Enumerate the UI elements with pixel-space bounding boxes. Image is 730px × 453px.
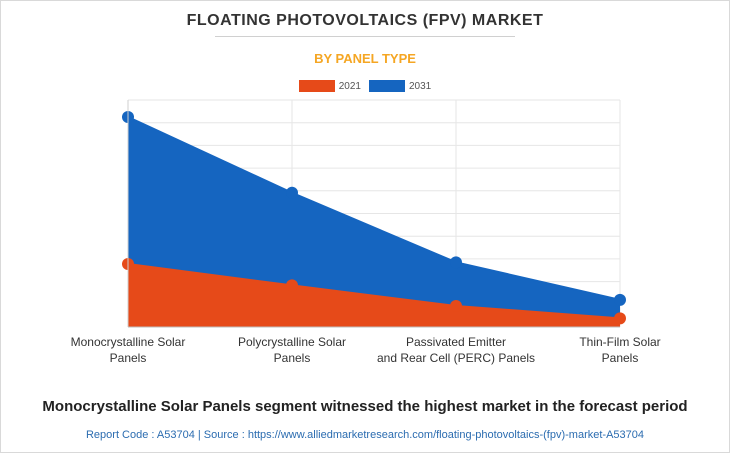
line-series-2031 — [127, 116, 621, 301]
data-point-2031-2 — [450, 256, 462, 269]
x-tick-label-line: Panels — [274, 351, 311, 365]
x-tick-label-line: Passivated Emitter — [406, 335, 506, 349]
line-series-2021 — [127, 263, 621, 320]
legend-swatch-2031 — [369, 80, 405, 92]
area-series-2021 — [128, 264, 620, 327]
area-series-2031 — [128, 117, 620, 327]
legend-label-2021: 2021 — [338, 80, 361, 92]
legend-item-2021[interactable]: 2021 — [298, 80, 361, 92]
chart-caption: Monocrystalline Solar Panels segment wit… — [42, 398, 688, 415]
report-source: Report Code : A53704 | Source : https://… — [85, 429, 644, 441]
data-point-2021-1 — [286, 279, 298, 292]
x-tick-label-line: Polycrystalline Solar — [238, 335, 346, 349]
chart-subtitle: BY PANEL TYPE — [314, 51, 416, 66]
data-point-2031-1 — [286, 186, 298, 199]
data-point-2021-3 — [614, 312, 626, 325]
legend-label-2031: 2031 — [409, 80, 432, 92]
chart-title: FLOATING PHOTOVOLTAICS (FPV) MARKET — [186, 12, 544, 29]
legend: 2021 2031 — [0, 80, 730, 92]
x-tick-label-line: Panels — [602, 351, 639, 365]
x-tick-label-line: Panels — [110, 351, 147, 365]
data-point-2031-3 — [614, 293, 626, 306]
title-divider — [215, 36, 515, 37]
legend-item-2031[interactable]: 2031 — [369, 80, 431, 92]
x-tick-label-1: Polycrystalline Solar Panels — [238, 335, 346, 365]
x-tick-label-3: Thin-Film Solar Panels — [579, 335, 660, 365]
x-tick-label-2: Passivated Emitter and Rear Cell (PERC) P… — [377, 335, 535, 365]
x-tick-label-line: and Rear Cell (PERC) Panels — [377, 351, 535, 365]
legend-swatch-2021 — [298, 80, 335, 92]
x-tick-label-line: Monocrystalline Solar — [71, 335, 186, 349]
x-tick-label-line: Thin-Film Solar — [579, 335, 660, 349]
data-point-2021-2 — [450, 300, 462, 312]
x-tick-label-0: Monocrystalline Solar Panels — [71, 335, 186, 365]
